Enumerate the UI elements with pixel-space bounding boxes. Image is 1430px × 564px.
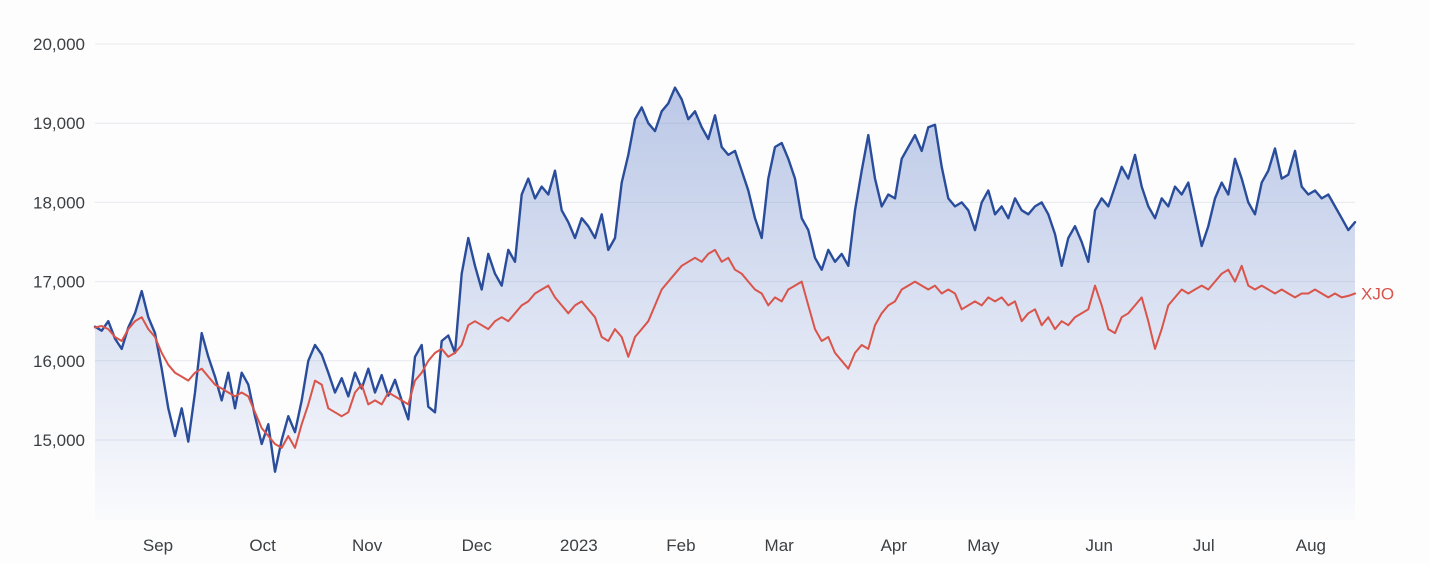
xjo-series-label: XJO	[1361, 284, 1394, 303]
x-axis-tick-label: 2023	[560, 536, 598, 555]
y-axis-tick-label: 16,000	[33, 352, 85, 371]
y-axis-tick-label: 19,000	[33, 114, 85, 133]
primary-series-line	[93, 86, 1357, 473]
x-axis-tick-label: Jun	[1086, 536, 1113, 555]
x-axis-tick-label: Jul	[1193, 536, 1215, 555]
x-axis-tick-label: Dec	[462, 536, 493, 555]
x-axis-tick-label: Oct	[249, 536, 276, 555]
y-axis-tick-label: 17,000	[33, 273, 85, 292]
x-axis-tick-label: Apr	[881, 536, 908, 555]
x-axis-tick-label: May	[967, 536, 1000, 555]
y-axis-tick-label: 15,000	[33, 431, 85, 450]
y-axis-tick-label: 20,000	[33, 35, 85, 54]
x-axis-tick-label: Mar	[765, 536, 795, 555]
x-axis-tick-label: Sep	[143, 536, 173, 555]
y-axis-tick-label: 18,000	[33, 193, 85, 212]
x-axis-tick-label: Feb	[666, 536, 695, 555]
x-axis-tick-label: Nov	[352, 536, 383, 555]
xjo-series-line	[94, 248, 1356, 449]
x-axis-tick-label: Aug	[1296, 536, 1326, 555]
